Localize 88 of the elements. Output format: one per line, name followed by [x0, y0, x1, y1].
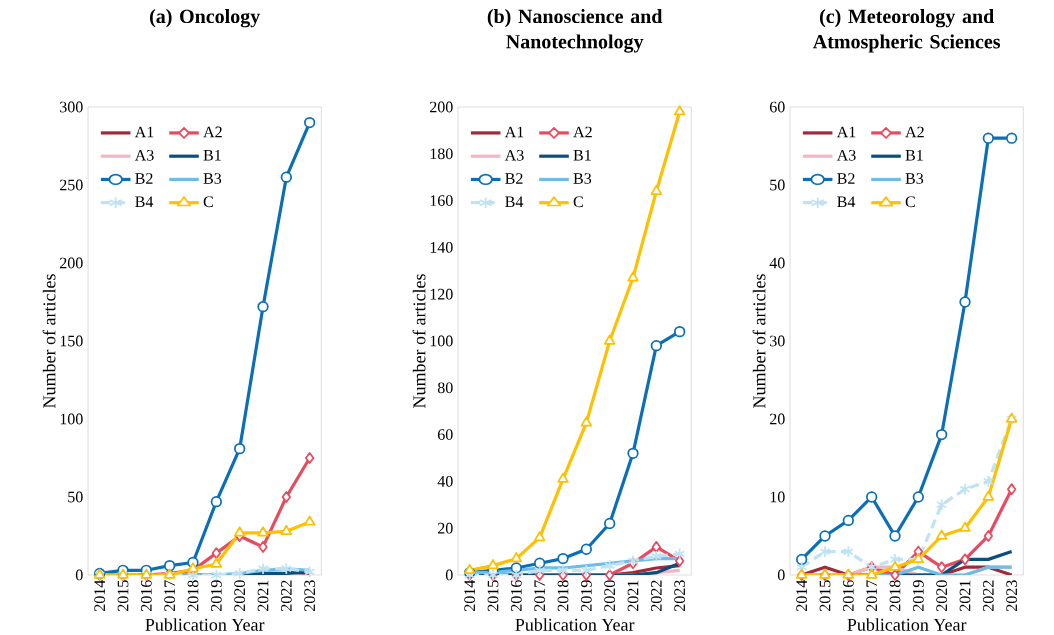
- legend-label: B3: [905, 173, 924, 184]
- x-tick-label: 2019: [210, 580, 222, 611]
- x-tick-label: 2020: [234, 580, 246, 611]
- y-tick-label: 40: [769, 257, 785, 269]
- legend-label: B1: [203, 149, 221, 161]
- x-tick-label: 2020: [604, 580, 616, 611]
- x-tick-label: 2022: [982, 580, 994, 611]
- legend-label: B3: [203, 173, 222, 184]
- x-tick-label: 2016: [510, 580, 522, 611]
- x-tick-label: 2015: [117, 580, 129, 611]
- legend-label: C: [203, 196, 213, 208]
- x-tick-label: 2016: [140, 580, 152, 611]
- legend-label: B3: [573, 173, 592, 184]
- y-tick-label: 60: [769, 101, 785, 113]
- y-tick-label: 40: [437, 475, 453, 487]
- legend-label: A1: [134, 126, 154, 138]
- y-tick-label: 160: [430, 195, 453, 206]
- x-tick-label: 2021: [959, 580, 971, 611]
- x-tick-label: 2014: [796, 579, 808, 611]
- y-tick-label: 10: [770, 491, 785, 503]
- legend-label: A1: [836, 126, 856, 138]
- x-tick-label: 2014: [94, 579, 106, 611]
- y-tick-label: 50: [770, 179, 785, 191]
- y-tick-label: 50: [68, 491, 83, 503]
- x-tick-label: 2021: [627, 580, 639, 611]
- legend-label: A3: [134, 149, 154, 161]
- y-axis-title: Number of articles: [42, 274, 56, 408]
- y-tick-label: 300: [60, 101, 83, 113]
- x-tick-label: 2017: [866, 580, 878, 611]
- y-tick-label: 60: [437, 429, 453, 440]
- y-tick-label: 30: [770, 335, 785, 347]
- x-tick-label: 2017: [534, 580, 546, 611]
- x-tick-label: 2023: [1006, 580, 1018, 611]
- legend-label: A1: [504, 126, 524, 138]
- x-tick-label: 2014: [464, 579, 476, 611]
- y-tick-label: 0: [75, 569, 83, 581]
- y-axis-title: Number of articles: [412, 274, 426, 408]
- x-tick-label: 2021: [257, 580, 269, 611]
- legend-label: A2: [905, 126, 924, 138]
- legend-label: B4: [135, 196, 154, 208]
- x-tick-label: 2022: [650, 580, 662, 611]
- legend-label: A2: [573, 126, 592, 138]
- legend-label: A2: [203, 126, 222, 138]
- y-tick-label: 0: [445, 569, 453, 581]
- legend-label: B4: [505, 196, 524, 208]
- y-tick-label: 150: [60, 335, 83, 347]
- x-tick-label: 2022: [280, 580, 292, 611]
- y-tick-label: 180: [430, 148, 453, 160]
- x-axis-title: Publication Year: [145, 618, 265, 631]
- x-tick-label: 2023: [304, 580, 316, 611]
- chart-title: (b) Nanoscience and Nanotechnology: [487, 9, 663, 53]
- legend-label: B2: [135, 173, 153, 184]
- legend-label: B1: [905, 149, 923, 161]
- x-tick-label: 2017: [164, 580, 176, 611]
- y-tick-label: 100: [60, 413, 83, 425]
- y-tick-label: 200: [430, 101, 453, 113]
- y-tick-label: 100: [430, 335, 453, 347]
- y-tick-label: 140: [430, 241, 453, 253]
- x-tick-label: 2020: [936, 580, 948, 611]
- y-tick-label: 20: [770, 413, 785, 425]
- legend-label: B1: [573, 149, 591, 161]
- legend-label: B4: [837, 196, 856, 208]
- chart-title: (c) Meteorology and Atmospheric Sciences: [812, 9, 1001, 53]
- x-tick-label: 2018: [187, 580, 199, 611]
- legend-label: A3: [836, 149, 856, 161]
- x-tick-label: 2023: [674, 580, 686, 611]
- legend-label: B2: [505, 173, 523, 184]
- chart-title: (a) Oncology: [150, 9, 261, 28]
- x-tick-label: 2016: [842, 580, 854, 611]
- y-tick-label: 200: [60, 257, 83, 269]
- x-tick-label: 2019: [912, 580, 924, 611]
- x-tick-label: 2018: [889, 580, 901, 611]
- x-tick-label: 2015: [819, 580, 831, 611]
- x-tick-label: 2018: [557, 580, 569, 611]
- y-tick-label: 80: [437, 382, 453, 394]
- legend-label: C: [905, 196, 915, 208]
- x-tick-label: 2015: [487, 580, 499, 611]
- x-axis-title: Publication Year: [515, 618, 635, 631]
- y-tick-label: 120: [430, 288, 453, 300]
- x-axis-title: Publication Year: [847, 618, 967, 631]
- y-tick-label: 0: [777, 569, 785, 581]
- y-axis-title: Number of articles: [752, 274, 766, 408]
- legend-label: C: [573, 196, 583, 208]
- legend-label: B2: [837, 173, 855, 184]
- legend-label: A3: [504, 149, 524, 161]
- y-tick-label: 20: [438, 522, 453, 534]
- x-tick-label: 2019: [580, 580, 592, 611]
- y-tick-label: 250: [60, 179, 83, 191]
